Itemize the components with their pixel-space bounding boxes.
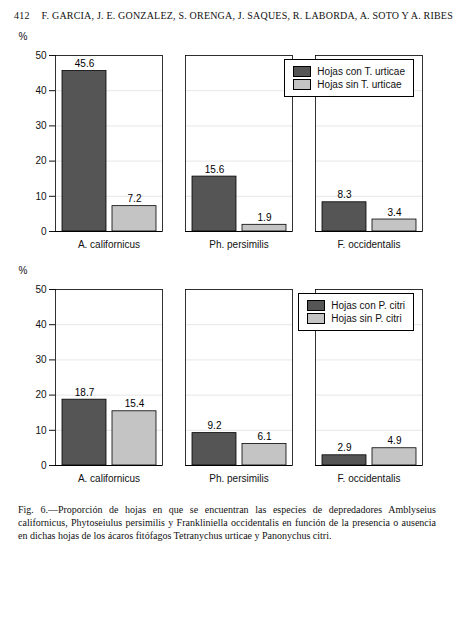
svg-text:Ph. persimilis: Ph. persimilis [209,239,268,250]
svg-text:9.2: 9.2 [208,420,222,431]
html-text:F. GARCIA, J. E. GONZALEZ, S.: F. GARCIA, J. E. GONZALEZ, S. ORENGA, J.… [41,10,453,21]
svg-text:50: 50 [35,284,47,295]
html-text:Fig. 6.—Proporción de hojas en: Fig. 6.—Proporción de hojas en que se en… [18,504,436,541]
svg-text:Ph. persimilis: Ph. persimilis [209,473,268,484]
svg-text:1.9: 1.9 [258,212,272,223]
svg-text:20: 20 [35,155,47,166]
svg-text:10: 10 [35,425,47,436]
svg-text:%: % [19,265,28,276]
svg-text:15.4: 15.4 [125,398,145,409]
html-text:Hojas sin T. urticae: Hojas sin T. urticae [317,79,402,90]
svg-text:6.1: 6.1 [258,431,272,442]
svg-text:0: 0 [41,460,47,471]
svg-text:45.6: 45.6 [75,58,95,69]
svg-text:F. occidentalis: F. occidentalis [338,473,401,484]
svg-text:30: 30 [35,354,47,365]
html-text:412: 412 [14,10,30,21]
svg-text:40: 40 [35,85,47,96]
svg-text:40: 40 [35,319,47,330]
svg-text:8.3: 8.3 [338,189,352,200]
svg-text:2.9: 2.9 [338,442,352,453]
svg-text:F. occidentalis: F. occidentalis [338,239,401,250]
svg-text:30: 30 [35,120,47,131]
html-text:Hojas con T. urticae: Hojas con T. urticae [317,66,405,77]
svg-text:0: 0 [41,226,47,237]
svg-text:20: 20 [35,389,47,400]
svg-text:50: 50 [35,50,47,61]
svg-text:10: 10 [35,191,47,202]
svg-text:%: % [19,31,28,42]
svg-text:4.9: 4.9 [388,435,402,446]
svg-text:A. californicus: A. californicus [78,239,140,250]
svg-text:3.4: 3.4 [388,207,402,218]
svg-text:7.2: 7.2 [128,193,142,204]
svg-text:15.6: 15.6 [205,164,225,175]
svg-text:A. californicus: A. californicus [78,473,140,484]
svg-text:18.7: 18.7 [75,387,95,398]
html-text:Hojas sin P. citri: Hojas sin P. citri [331,313,402,324]
html-text:Hojas con P. citri: Hojas con P. citri [331,300,405,311]
